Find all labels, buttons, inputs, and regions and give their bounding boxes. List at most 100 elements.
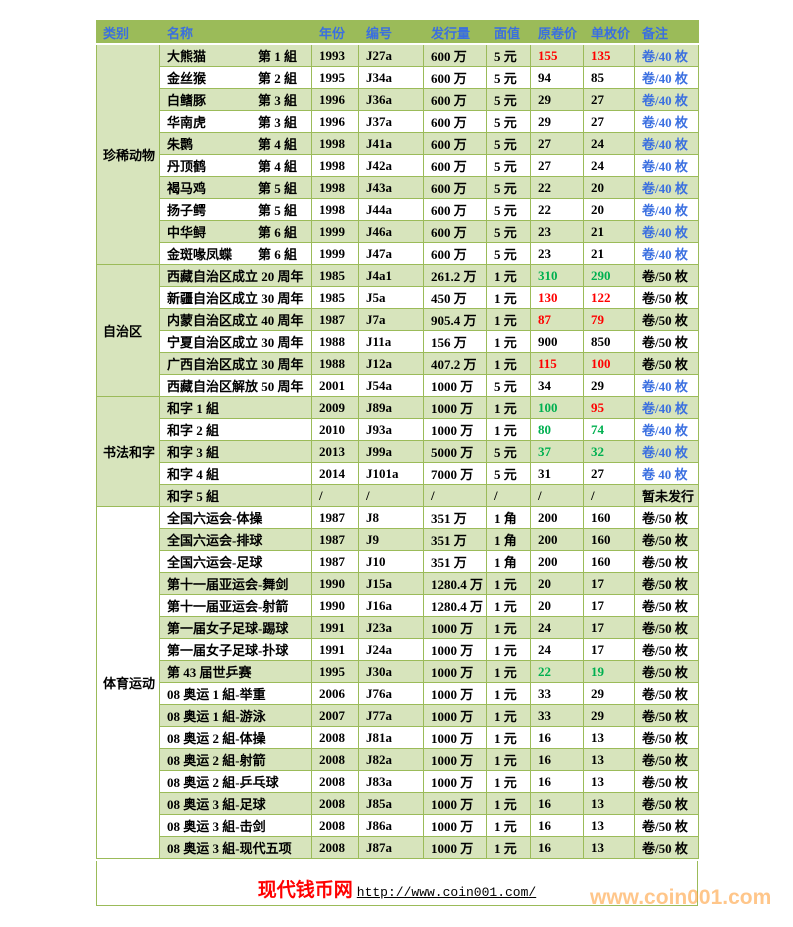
name-cell: 和字 4 組 (159, 462, 312, 485)
code-cell: J81a (358, 726, 424, 749)
face-value-cell: 5 元 (486, 110, 531, 133)
face-value-cell: 1 元 (486, 286, 531, 309)
header-note: 备注 (634, 20, 699, 45)
name-cell: 08 奥运 2 組-体操 (159, 726, 312, 749)
note-cell: 卷/50 枚 (634, 704, 699, 727)
issue-cell: 407.2 万 (423, 352, 487, 375)
year-cell: 2001 (311, 374, 359, 397)
name-cell: 第一届女子足球-扑球 (159, 638, 312, 661)
face-value-cell: 1 元 (486, 418, 531, 441)
issue-cell: 1000 万 (423, 638, 487, 661)
roll-price-cell: 22 (530, 198, 584, 221)
stamp-name: 第一届女子足球-踢球 (167, 621, 289, 636)
face-value-cell: 1 元 (486, 308, 531, 331)
stamp-name: 第一届女子足球-扑球 (167, 643, 289, 658)
code-cell: J5a (358, 286, 424, 309)
name-wrap: 丹顶鹤 第 4 組 (167, 156, 311, 175)
name-wrap: 全国六运会-体操 (167, 508, 311, 527)
roll-price-cell: 27 (530, 132, 584, 155)
face-value-cell: 1 元 (486, 748, 531, 771)
roll-price-cell: 24 (530, 616, 584, 639)
single-price-cell: 19 (583, 660, 635, 683)
site-url-link[interactable]: http://www.coin001.com/ (356, 885, 537, 900)
roll-price-cell: 16 (530, 748, 584, 771)
year-cell: 1987 (311, 528, 359, 551)
note-cell: 卷/50 枚 (634, 660, 699, 683)
year-cell: 2008 (311, 770, 359, 793)
stamp-name: 中华鲟 (167, 225, 207, 240)
issue-cell: 351 万 (423, 550, 487, 573)
face-value-cell: 1 元 (486, 616, 531, 639)
name-wrap: 和字 3 組 (167, 442, 311, 461)
group-label: 第 6 組 (257, 247, 297, 262)
group-label: 第 3 組 (257, 93, 297, 108)
code-cell: J77a (358, 704, 424, 727)
name-cell: 西藏自治区成立 20 周年 (159, 264, 312, 287)
name-cell: 内蒙自治区成立 40 周年 (159, 308, 312, 331)
name-wrap: 和字 1 組 (167, 398, 311, 417)
note-cell: 卷/40 枚 (634, 132, 699, 155)
issue-cell: 351 万 (423, 506, 487, 529)
issue-cell: 1000 万 (423, 836, 487, 859)
name-wrap: 朱鹮 第 4 組 (167, 134, 311, 153)
year-cell: 1998 (311, 198, 359, 221)
roll-price-cell: 24 (530, 638, 584, 661)
name-wrap: 广西自治区成立 30 周年 (167, 354, 311, 373)
stamp-name: 全国六运会-体操 (167, 511, 263, 526)
name-cell: 白鳍豚 第 3 組 (159, 88, 312, 111)
stamp-name: 广西自治区成立 30 周年 (167, 357, 304, 372)
face-value-cell: 1 元 (486, 704, 531, 727)
name-cell: 中华鲟 第 6 組 (159, 220, 312, 243)
category-cell: 体育运动 (96, 506, 160, 859)
name-cell: 金斑喙凤蝶 第 6 組 (159, 242, 312, 265)
roll-price-cell: 100 (530, 396, 584, 419)
name-wrap: 08 奥运 1 組-举重 (167, 684, 311, 703)
single-price-cell: 85 (583, 66, 635, 89)
name-wrap: 第十一届亚运会-射箭 (167, 596, 311, 615)
single-price-cell: 13 (583, 748, 635, 771)
note-cell: 卷/50 枚 (634, 638, 699, 661)
note-cell: 卷 40 枚 (634, 462, 699, 485)
year-cell: 2008 (311, 792, 359, 815)
group-label: 第 5 組 (257, 203, 297, 218)
note-cell: 卷/50 枚 (634, 814, 699, 837)
stamp-name: 金斑喙凤蝶 (167, 247, 233, 262)
name-wrap: 08 奥运 1 組-游泳 (167, 706, 311, 725)
roll-price-cell: 310 (530, 264, 584, 287)
note-cell: 卷/40 枚 (634, 88, 699, 111)
note-cell: 卷/40 枚 (634, 396, 699, 419)
name-wrap: 08 奥运 3 組-现代五项 (167, 838, 311, 857)
single-price-cell: 21 (583, 220, 635, 243)
code-cell: J41a (358, 132, 424, 155)
single-price-cell: 135 (583, 43, 635, 67)
note-cell: 卷/50 枚 (634, 616, 699, 639)
year-cell: 2014 (311, 462, 359, 485)
year-cell: 1996 (311, 88, 359, 111)
face-value-cell: 1 元 (486, 792, 531, 815)
code-cell: J11a (358, 330, 424, 353)
note-cell: 卷/50 枚 (634, 550, 699, 573)
code-cell: J47a (358, 242, 424, 265)
stamp-name: 08 奥运 2 組-乒乓球 (167, 775, 279, 790)
code-cell: J89a (358, 396, 424, 419)
note-cell: 卷/50 枚 (634, 264, 699, 287)
stamp-name: 08 奥运 1 組-举重 (167, 687, 266, 702)
name-cell: 华南虎 第 3 組 (159, 110, 312, 133)
code-cell: J44a (358, 198, 424, 221)
header-code: 编号 (358, 20, 424, 45)
single-price-cell: 24 (583, 154, 635, 177)
code-cell: J46a (358, 220, 424, 243)
name-wrap: 新疆自治区成立 30 周年 (167, 288, 311, 307)
year-cell: 1987 (311, 550, 359, 573)
single-price-cell: / (583, 484, 635, 507)
face-value-cell: / (486, 484, 531, 507)
code-cell: J83a (358, 770, 424, 793)
issue-cell: / (423, 484, 487, 507)
year-cell: 2010 (311, 418, 359, 441)
code-cell: J101a (358, 462, 424, 485)
issue-cell: 1280.4 万 (423, 594, 487, 617)
roll-price-cell: 16 (530, 726, 584, 749)
